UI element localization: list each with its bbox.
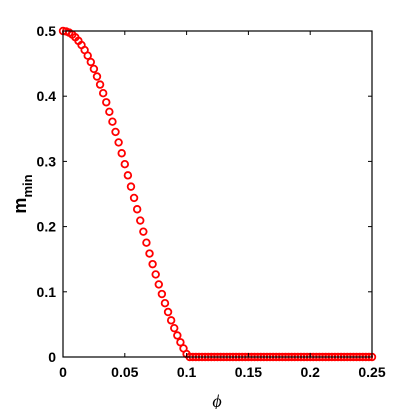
x-tick-label: 0.25 bbox=[358, 364, 385, 380]
y-tick-label: 0.4 bbox=[37, 88, 57, 104]
data-point bbox=[170, 323, 179, 333]
x-axis-ticks: 0 0.05 0.1 0.15 0.2 0.25 bbox=[59, 31, 386, 380]
data-point bbox=[148, 259, 157, 269]
y-axis-ticks: 0 0.1 0.2 0.3 0.4 0.5 bbox=[37, 23, 372, 365]
data-point bbox=[154, 280, 163, 289]
data-point bbox=[108, 117, 117, 126]
data-point bbox=[102, 98, 111, 107]
data-point bbox=[105, 107, 114, 116]
y-tick-label: 0.1 bbox=[37, 284, 57, 300]
y-axis-label: mmin bbox=[10, 174, 35, 213]
plot-frame bbox=[62, 30, 373, 358]
x-tick-label: 0.15 bbox=[235, 364, 262, 380]
x-tick-label: 0.2 bbox=[300, 364, 320, 380]
data-point bbox=[142, 238, 151, 247]
data-point bbox=[129, 193, 139, 203]
data-point bbox=[160, 299, 170, 308]
data-point bbox=[151, 270, 160, 279]
data-point bbox=[136, 216, 145, 225]
data-point bbox=[132, 205, 142, 214]
data-point bbox=[95, 80, 105, 89]
data-point bbox=[86, 57, 96, 67]
data-point bbox=[139, 227, 148, 236]
data-point bbox=[126, 182, 136, 191]
x-tick-label: 0.1 bbox=[177, 364, 197, 380]
data-point bbox=[89, 64, 99, 74]
svg-text:mmin: mmin bbox=[10, 174, 35, 213]
data-point bbox=[123, 171, 133, 180]
data-point bbox=[163, 307, 173, 317]
data-point bbox=[117, 149, 126, 158]
data-point bbox=[145, 249, 154, 258]
data-point bbox=[176, 338, 185, 347]
y-tick-label: 0.2 bbox=[37, 219, 57, 235]
data-point bbox=[98, 89, 108, 98]
y-tick-label: 0.5 bbox=[37, 23, 57, 39]
data-point bbox=[92, 72, 102, 81]
y-axis-label-main: m bbox=[10, 198, 30, 214]
data-point bbox=[157, 289, 167, 299]
y-tick-label: 0 bbox=[48, 349, 56, 365]
plot-background bbox=[63, 31, 372, 357]
data-point bbox=[83, 51, 92, 60]
y-axis-label-sub: min bbox=[20, 174, 35, 197]
x-tick-label: 0 bbox=[59, 364, 67, 380]
data-point bbox=[111, 127, 120, 137]
data-point bbox=[166, 316, 176, 325]
data-point bbox=[120, 160, 129, 169]
data-point bbox=[114, 138, 123, 147]
data-point bbox=[173, 331, 182, 340]
y-tick-label: 0.3 bbox=[37, 153, 57, 169]
x-axis-label: ϕ bbox=[212, 391, 221, 409]
x-tick-label: 0.05 bbox=[111, 364, 138, 380]
